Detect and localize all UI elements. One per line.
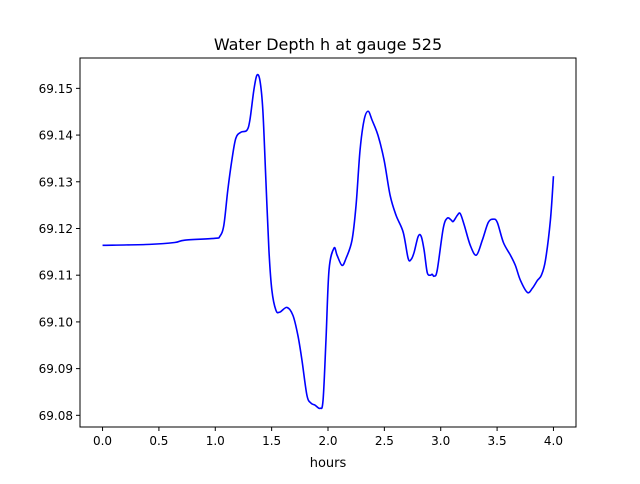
- y-tick-label: 69.10: [39, 315, 73, 329]
- y-tick-label: 69.08: [39, 409, 73, 423]
- x-axis: 0.0 0.5 1.0 1.5 2.0 2.5 3.0 3.5 4.0: [93, 427, 563, 448]
- chart-title: Water Depth h at gauge 525: [214, 35, 442, 54]
- y-tick-label: 69.13: [39, 175, 73, 189]
- y-tick-label: 69.09: [39, 362, 73, 376]
- x-tick-label: 1.5: [262, 434, 281, 448]
- x-tick-label: 3.5: [488, 434, 507, 448]
- x-tick-label: 2.0: [318, 434, 337, 448]
- y-tick-label: 69.14: [39, 129, 73, 143]
- y-axis: 69.08 69.09 69.10 69.11 69.12 69.13 69.14 69.15: [39, 82, 80, 423]
- y-tick-label: 69.12: [39, 222, 73, 236]
- x-tick-label: 0.0: [93, 434, 112, 448]
- x-tick-label: 2.5: [375, 434, 394, 448]
- x-axis-label: hours: [310, 456, 347, 471]
- y-tick-label: 69.15: [39, 82, 73, 96]
- series-line-h: [102, 73, 555, 410]
- x-tick-label: 3.0: [431, 434, 450, 448]
- x-tick-label: 1.0: [206, 434, 225, 448]
- x-tick-label: 4.0: [544, 434, 563, 448]
- plot-frame: [79, 57, 577, 428]
- series-group: [102, 73, 555, 410]
- x-tick-label: 0.5: [149, 434, 168, 448]
- y-tick-label: 69.11: [39, 269, 73, 283]
